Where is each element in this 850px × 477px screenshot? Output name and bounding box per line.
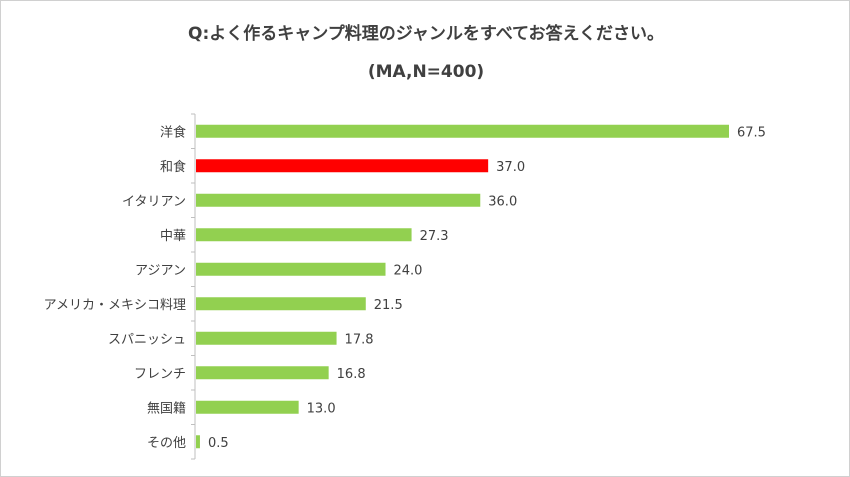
data-label: 17.8 xyxy=(345,332,374,347)
bar xyxy=(196,331,337,345)
bar xyxy=(196,435,200,449)
bar xyxy=(196,193,481,207)
data-label: 36.0 xyxy=(488,194,517,209)
category-label: アジアン xyxy=(135,263,186,278)
data-label: 67.5 xyxy=(737,125,766,140)
bar xyxy=(196,297,366,311)
bar xyxy=(196,262,386,276)
bar xyxy=(196,124,729,138)
data-label: 16.8 xyxy=(337,367,366,382)
category-label: イタリアン xyxy=(122,194,186,209)
data-label: 27.3 xyxy=(420,229,449,244)
bar xyxy=(196,366,329,380)
data-label: 37.0 xyxy=(496,160,525,175)
bar xyxy=(196,400,299,414)
category-label: 洋食 xyxy=(160,124,186,140)
category-label: フレンチ xyxy=(134,367,186,382)
data-label: 13.0 xyxy=(307,401,336,416)
bar xyxy=(196,228,412,242)
data-label: 0.5 xyxy=(208,436,229,451)
bar xyxy=(196,159,489,173)
category-label: その他 xyxy=(147,436,186,451)
category-label: アメリカ・メキシコ料理 xyxy=(44,298,186,313)
category-label: 中華 xyxy=(160,229,186,244)
data-label: 24.0 xyxy=(394,263,423,278)
chart-subtitle: (MA,N=400) xyxy=(367,62,485,82)
category-label: スパニッシュ xyxy=(108,332,186,347)
category-label: 和食 xyxy=(160,159,186,175)
category-label: 無国籍 xyxy=(147,400,186,416)
chart-title: Q:よく作るキャンプ料理のジャンルをすべてお答えください。 xyxy=(188,24,664,44)
data-label: 21.5 xyxy=(374,298,403,313)
